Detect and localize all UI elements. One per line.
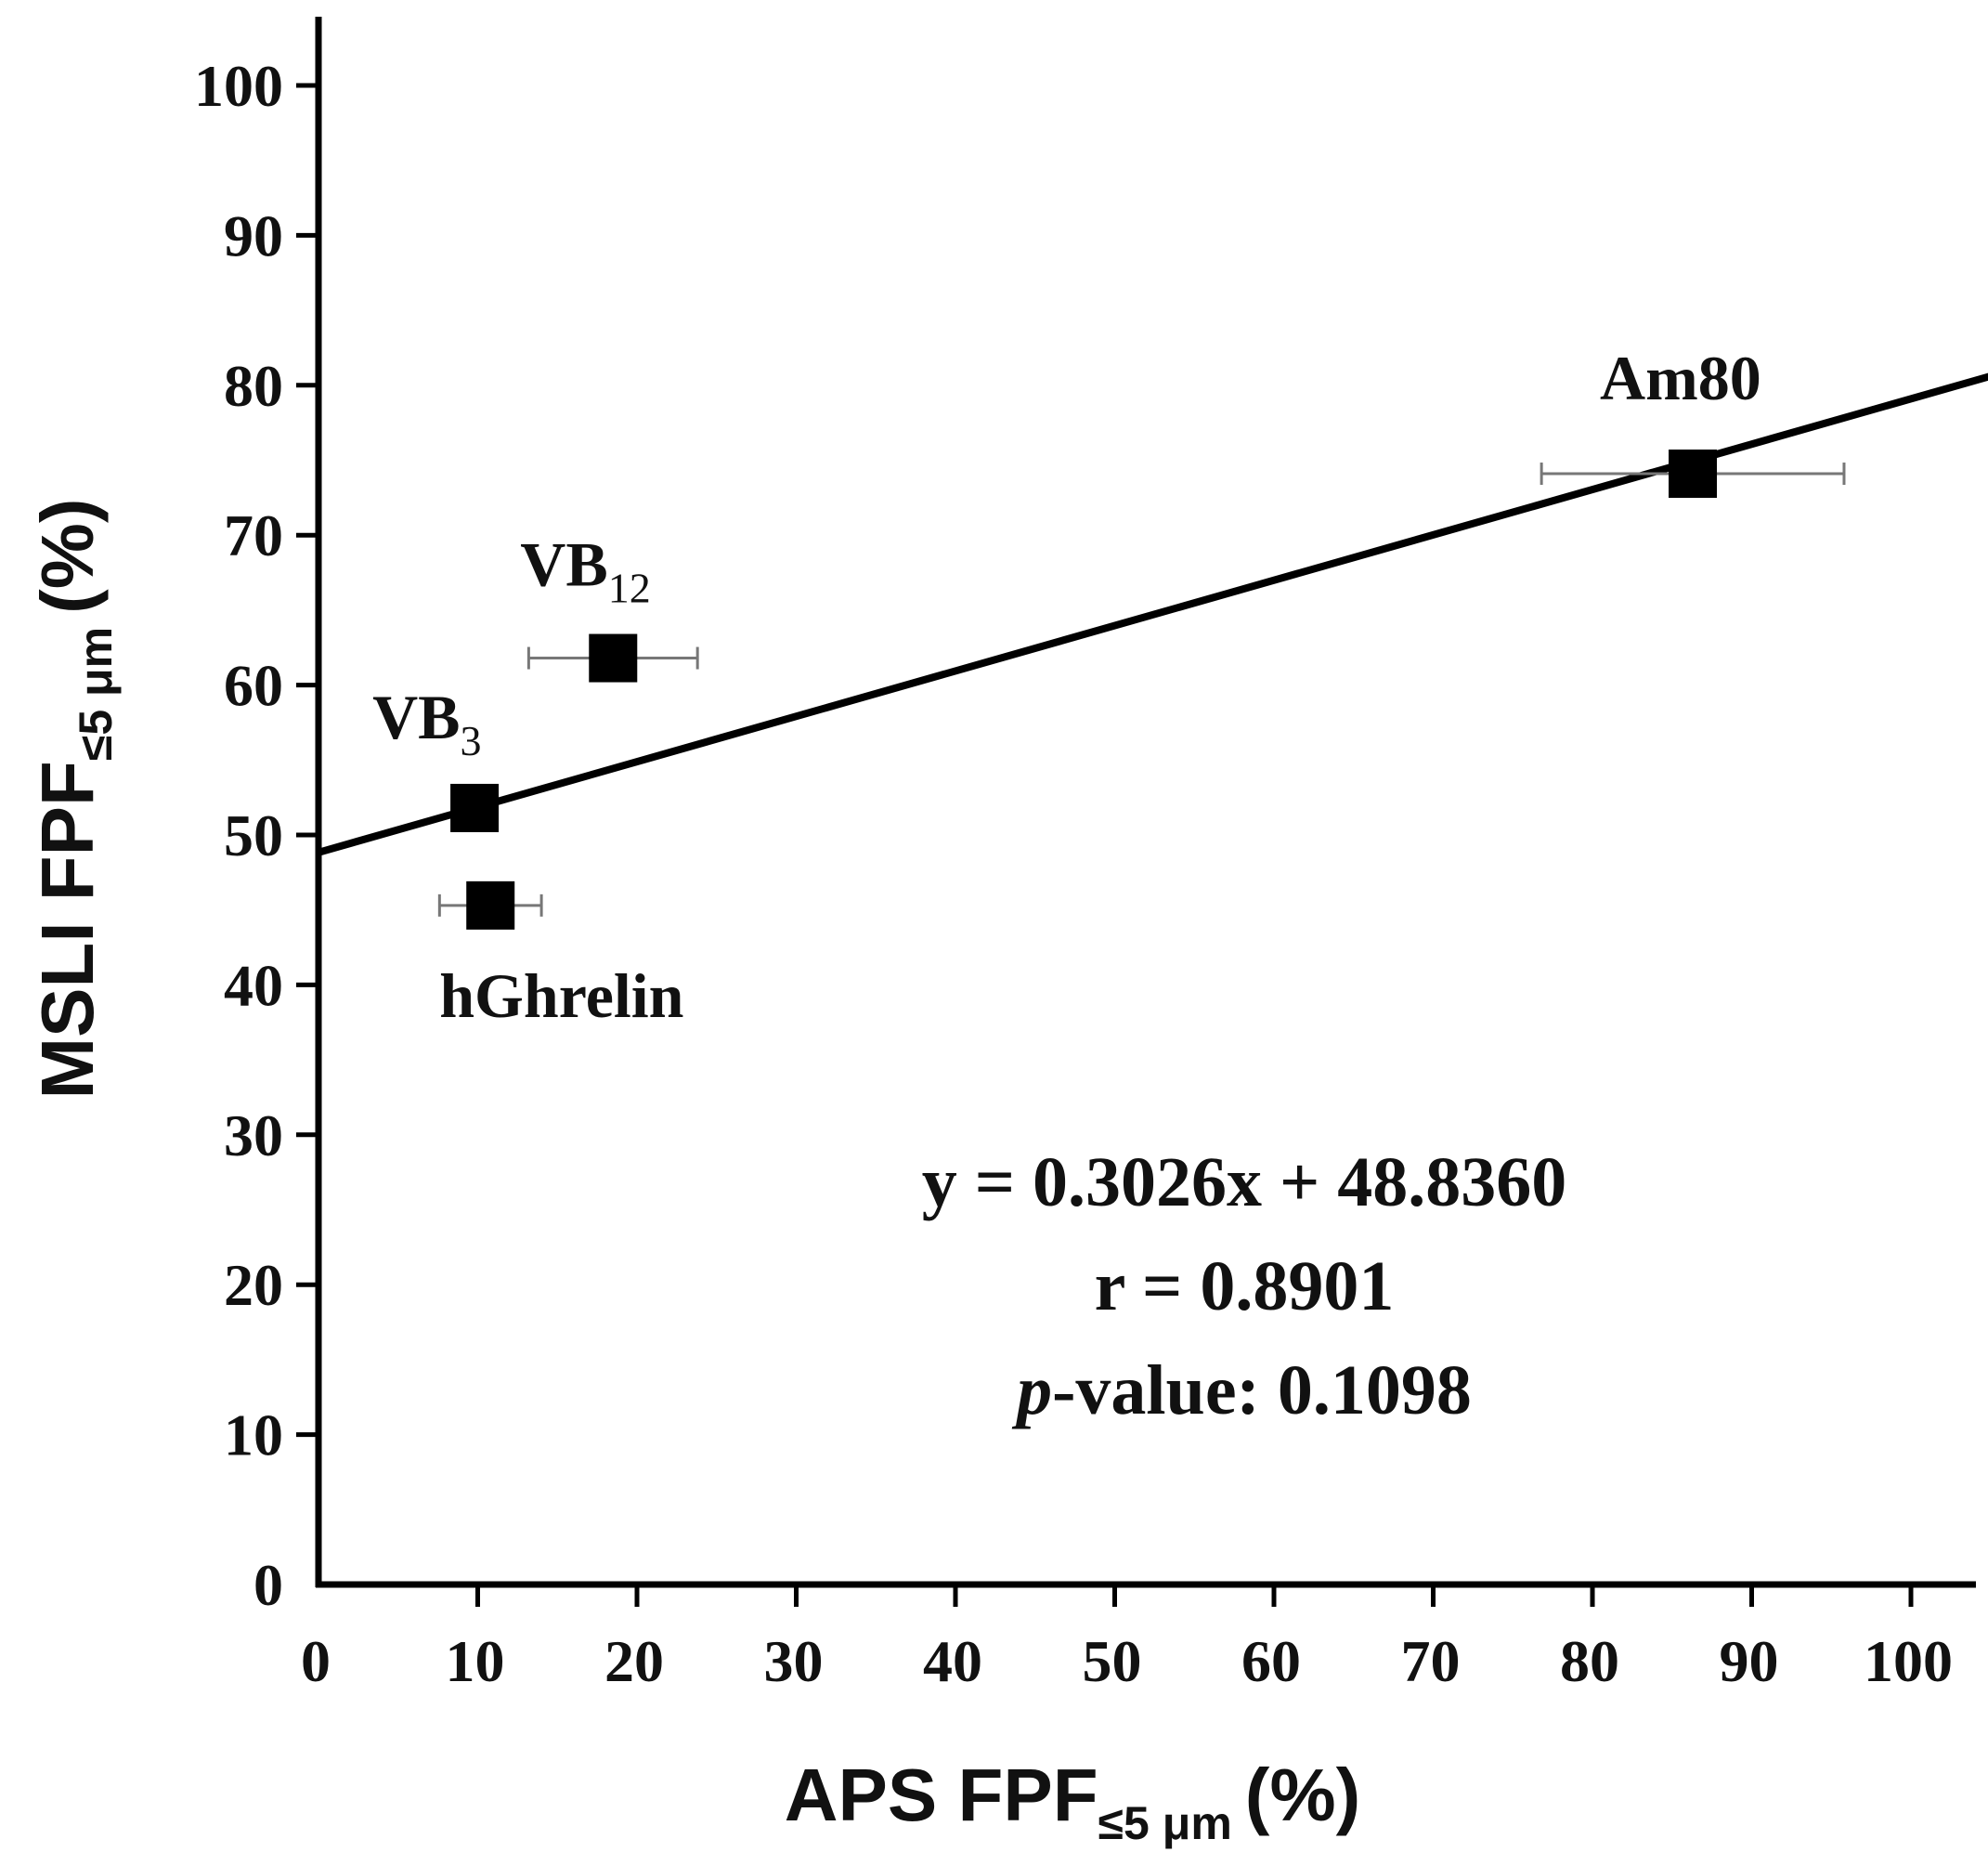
x-tick-label: 70 bbox=[1401, 1628, 1461, 1694]
data-point bbox=[450, 783, 500, 832]
y-tick-label: 70 bbox=[224, 502, 283, 568]
p-value-annotation: p-value: 0.1098 bbox=[1011, 1351, 1472, 1429]
x-tick-label: 60 bbox=[1241, 1628, 1301, 1694]
y-tick-label: 100 bbox=[194, 53, 283, 119]
x-axis-title-unit: (%) bbox=[1245, 1754, 1360, 1836]
p-value-italic: p bbox=[1011, 1351, 1052, 1429]
data-point bbox=[1669, 450, 1718, 499]
y-tick-label: 90 bbox=[224, 202, 283, 268]
regression-line bbox=[317, 372, 1988, 856]
y-tick-label: 0 bbox=[253, 1552, 283, 1618]
data-points-group bbox=[450, 450, 1718, 930]
point-label-main: VB bbox=[372, 682, 460, 752]
point-label-main: hGhrelin bbox=[439, 960, 683, 1031]
x-tick-label: 10 bbox=[446, 1628, 505, 1694]
x-tick-label: 0 bbox=[301, 1628, 331, 1694]
y-tick-label: 30 bbox=[224, 1102, 283, 1168]
y-axis-title-main: MSLI FPF bbox=[26, 761, 109, 1099]
x-tick-label: 100 bbox=[1864, 1628, 1953, 1694]
data-point bbox=[589, 633, 638, 683]
point-label-sub: 3 bbox=[461, 717, 482, 764]
regression-line-group bbox=[317, 372, 1988, 856]
error-bars-group bbox=[437, 463, 1846, 917]
x-tick-label: 20 bbox=[604, 1628, 664, 1694]
x-tick-label: 40 bbox=[923, 1628, 982, 1694]
x-tick-label: 80 bbox=[1560, 1628, 1619, 1694]
p-value-rest: -value: 0.1098 bbox=[1052, 1351, 1472, 1429]
x-tick-label: 30 bbox=[764, 1628, 824, 1694]
y-tick-label: 60 bbox=[224, 653, 283, 719]
x-axis-title-main: APS FPF bbox=[785, 1754, 1098, 1836]
y-tick-label: 50 bbox=[224, 802, 283, 868]
y-tick-label: 80 bbox=[224, 353, 283, 419]
point-label-sub: 12 bbox=[608, 565, 651, 612]
point-label: VB12 bbox=[520, 529, 650, 612]
y-tick-label: 20 bbox=[224, 1252, 283, 1318]
x-tick-label: 50 bbox=[1083, 1628, 1142, 1694]
y-tick-label: 40 bbox=[224, 952, 283, 1018]
y-axis-title-unit: (%) bbox=[26, 498, 109, 613]
point-label-main: VB bbox=[520, 529, 607, 600]
equation-annotation: y = 0.3026x + 48.8360 bbox=[922, 1143, 1567, 1221]
point-label: Am80 bbox=[1600, 343, 1761, 413]
point-label: VB3 bbox=[372, 682, 481, 764]
x-ticks-group: 0 10 20 30 40 50 60 70 80 90 100 bbox=[301, 1585, 1953, 1694]
r-annotation: r = 0.8901 bbox=[1095, 1247, 1395, 1325]
x-tick-label: 90 bbox=[1720, 1628, 1779, 1694]
x-axis-title: APS FPF≤5 μm (%) bbox=[785, 1754, 1360, 1849]
axes-group bbox=[315, 17, 1976, 1588]
y-axis-title: MSLI FPF≤5 μm (%) bbox=[26, 498, 122, 1099]
x-axis-title-sub: ≤5 μm bbox=[1098, 1797, 1232, 1849]
y-axis-title-sub: ≤5 μm bbox=[70, 627, 122, 761]
point-label: hGhrelin bbox=[439, 960, 683, 1031]
y-ticks-group: 0 10 20 30 40 50 60 70 80 90 100 bbox=[194, 53, 318, 1618]
point-label-main: Am80 bbox=[1600, 343, 1761, 413]
y-tick-label: 10 bbox=[224, 1402, 283, 1468]
data-point bbox=[466, 880, 515, 930]
